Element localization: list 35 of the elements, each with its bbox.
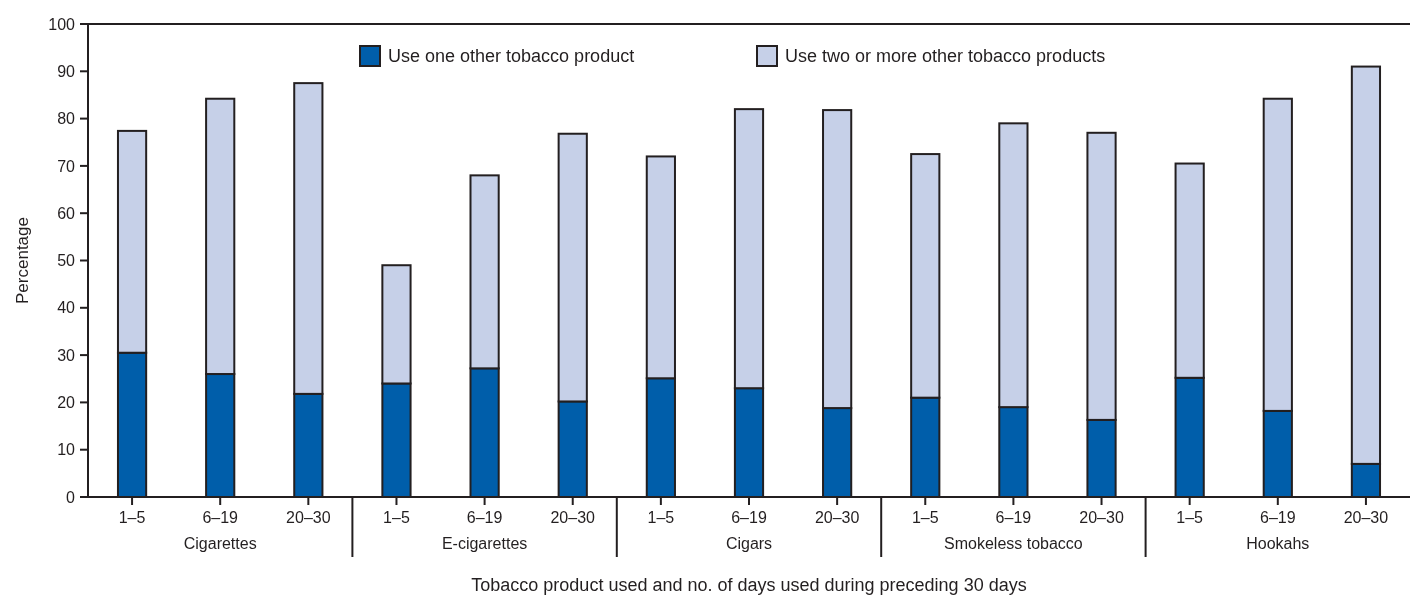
y-tick-label: 10 (57, 441, 76, 459)
x-axis-title: Tobacco product used and no. of days used during preceding 30 days (471, 575, 1027, 595)
y-tick-label: 0 (66, 488, 76, 506)
x-tick-label: 20–30 (550, 509, 596, 526)
text: Smokeless tobacco (944, 535, 1083, 552)
y-axis-title: Percentage (13, 217, 32, 304)
text: Cigarettes (183, 535, 257, 552)
x-tick-label: 20–30 (814, 509, 860, 526)
x-tick-label: 1–5 (1176, 509, 1204, 526)
y-tick-label: 100 (48, 15, 76, 33)
y-tick-label: 60 (57, 204, 76, 222)
y-tick-label: 80 (57, 110, 76, 128)
x-tick-label: 1–5 (118, 509, 146, 526)
legend-label: Use one other tobacco product (388, 46, 635, 67)
y-tick-label: 40 (57, 299, 76, 317)
x-tick-label: 6–19 (466, 509, 503, 526)
x-tick-label: 1–5 (911, 509, 939, 526)
y-tick-label: 30 (57, 346, 76, 364)
x-tick-label: 1–5 (383, 509, 410, 526)
x-tick-label: 6–19 (731, 509, 767, 526)
text: Hookahs (1246, 535, 1310, 552)
y-tick-label: 70 (57, 157, 76, 175)
y-tick-label: 50 (57, 252, 76, 270)
text: Cigars (725, 535, 773, 552)
x-tick-label: 20–30 (1343, 509, 1389, 526)
x-tick-label: 20–30 (1079, 509, 1124, 526)
x-tick-label: 6–19 (995, 509, 1032, 526)
x-tick-label: 1–5 (647, 509, 675, 526)
text: E-cigarettes (441, 535, 528, 552)
legend-label: Use two or more other tobacco products (785, 46, 1106, 67)
y-tick-label: 20 (57, 394, 76, 411)
x-tick-label: 20–30 (286, 509, 331, 526)
x-tick-label: 6–19 (1260, 509, 1296, 526)
x-tick-label: 6–19 (202, 509, 239, 526)
y-tick-label: 90 (57, 62, 76, 80)
